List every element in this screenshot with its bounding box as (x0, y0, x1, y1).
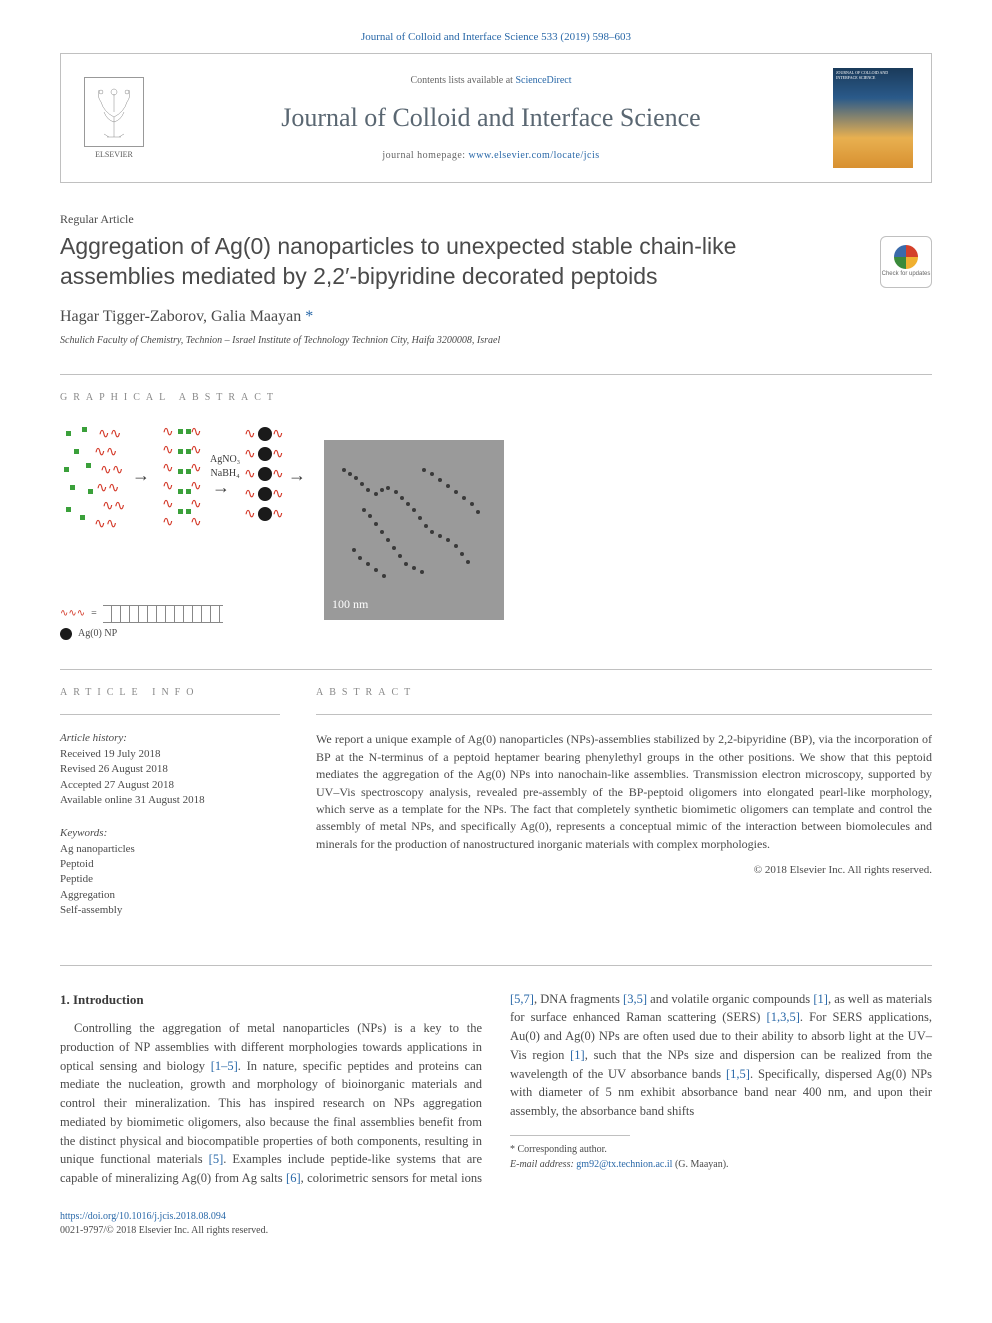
divider (60, 714, 280, 715)
issn-copyright: 0021-9797/© 2018 Elsevier Inc. All right… (60, 1224, 932, 1238)
keywords: Keywords: Ag nanoparticles Peptoid Pepti… (60, 826, 280, 918)
journal-homepage: journal homepage: www.elsevier.com/locat… (167, 149, 815, 163)
np-dot-icon (60, 628, 72, 640)
tem-scalebar: 100 nm (332, 596, 368, 613)
article-info-heading: article info (60, 686, 280, 700)
authors: Hagar Tigger-Zaborov, Galia Maayan * (60, 306, 932, 328)
affiliation: Schulich Faculty of Chemistry, Technion … (60, 334, 932, 348)
divider (60, 374, 932, 375)
divider (60, 669, 932, 670)
check-updates-badge[interactable]: Check for updates (880, 236, 932, 288)
journal-reference: Journal of Colloid and Interface Science… (60, 30, 932, 45)
citation-link[interactable]: [6] (286, 1171, 301, 1185)
ga-schematic-panel: ∿∿ ∿∿ ∿∿ ∿∿ ∿∿ ∿∿ → ∿ ∿ ∿ ∿ ∿ ∿ ∿ ∿ (60, 419, 310, 599)
graphical-abstract-heading: graphical abstract (60, 391, 932, 405)
sciencedirect-link[interactable]: ScienceDirect (515, 75, 571, 86)
homepage-link[interactable]: www.elsevier.com/locate/jcis (469, 150, 600, 161)
citation-link[interactable]: [1–5] (211, 1059, 238, 1073)
introduction-heading: 1. Introduction (60, 990, 482, 1010)
citation-link[interactable]: [3,5] (623, 992, 647, 1006)
crossmark-icon (894, 245, 918, 269)
citation-link[interactable]: [1,5] (726, 1067, 750, 1081)
article-history: Article history: Received 19 July 2018 R… (60, 731, 280, 808)
article-body: 1. Introduction Controlling the aggregat… (60, 990, 932, 1188)
arrow-icon: → (212, 475, 230, 500)
divider (60, 965, 932, 966)
abstract-text: We report a unique example of Ag(0) nano… (316, 731, 932, 853)
divider (316, 714, 932, 715)
arrow-icon: → (132, 463, 150, 488)
journal-name: Journal of Colloid and Interface Science (167, 100, 815, 136)
journal-cover-thumbnail: JOURNAL OF COLLOID AND INTERFACE SCIENCE (833, 68, 913, 168)
journal-header: ELSEVIER Contents lists available at Sci… (60, 53, 932, 183)
citation-link[interactable]: [1,3,5] (767, 1010, 800, 1024)
article-title: Aggregation of Ag(0) nanoparticles to un… (60, 232, 932, 292)
corresponding-author-mark: * (305, 308, 313, 325)
citation-link[interactable]: [1] (570, 1048, 585, 1062)
citation-link[interactable]: [5,7] (510, 992, 534, 1006)
citation-link[interactable]: [5] (209, 1152, 224, 1166)
email-link[interactable]: gm92@tx.technion.ac.il (576, 1159, 672, 1170)
corresponding-author-footnote: * Corresponding author. E-mail address: … (510, 1142, 932, 1172)
abstract-heading: abstract (316, 686, 932, 700)
doi-line: https://doi.org/10.1016/j.jcis.2018.08.0… (60, 1210, 932, 1224)
arrow-icon: → (288, 463, 306, 488)
article-type: Regular Article (60, 211, 932, 228)
ga-legend: ∿∿∿ = Ag(0) NP (60, 605, 310, 641)
contents-available: Contents lists available at ScienceDirec… (167, 74, 815, 88)
citation-link[interactable]: [1] (813, 992, 828, 1006)
ga-tem-image: 100 nm (324, 440, 504, 620)
elsevier-tree-icon (84, 77, 144, 147)
check-updates-label: Check for updates (882, 271, 931, 279)
elsevier-text: ELSEVIER (95, 149, 133, 160)
chemical-structure-icon (103, 605, 223, 623)
footnote-divider (510, 1135, 630, 1136)
graphical-abstract: ∿∿ ∿∿ ∿∿ ∿∿ ∿∿ ∿∿ → ∿ ∿ ∿ ∿ ∿ ∿ ∿ ∿ (60, 419, 932, 641)
elsevier-logo: ELSEVIER (79, 77, 149, 160)
copyright: © 2018 Elsevier Inc. All rights reserved… (316, 863, 932, 878)
doi-link[interactable]: https://doi.org/10.1016/j.jcis.2018.08.0… (60, 1211, 226, 1222)
